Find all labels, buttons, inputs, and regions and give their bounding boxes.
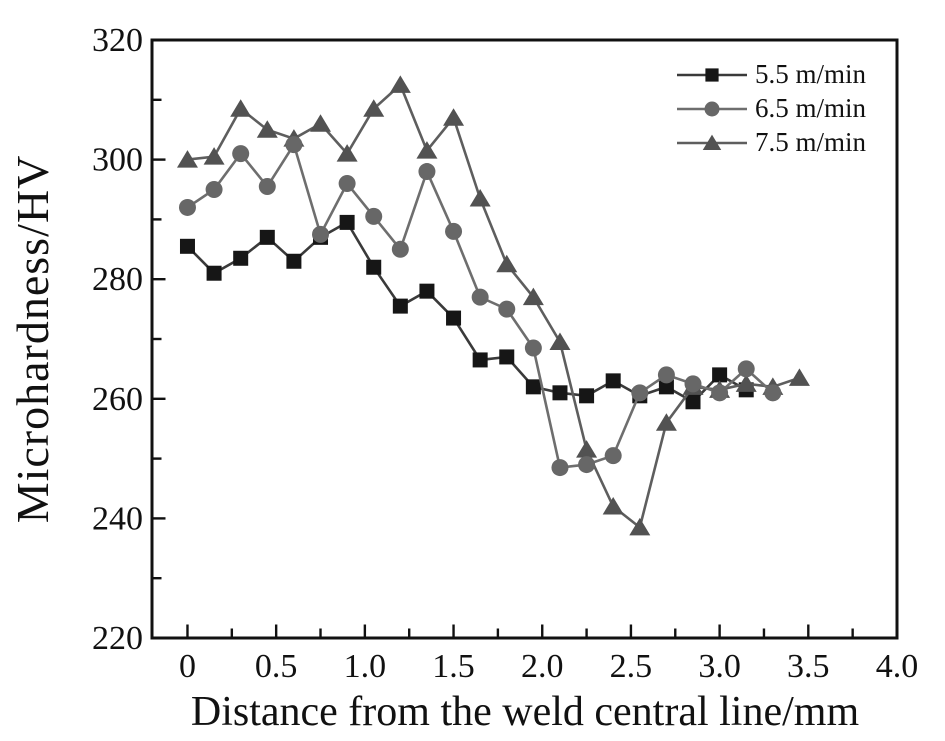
square-marker [366, 259, 382, 275]
square-marker [339, 214, 355, 230]
circle-marker [232, 145, 250, 163]
y-tick-label: 280 [92, 261, 143, 298]
triangle-marker [576, 440, 598, 458]
square-marker [472, 352, 488, 368]
circle-marker [445, 222, 463, 240]
circle-marker [258, 178, 276, 196]
circle-marker [205, 181, 223, 198]
square-marker [419, 283, 435, 299]
circle-marker [285, 136, 303, 154]
circle-marker [471, 288, 489, 306]
circle-marker [338, 175, 356, 193]
circle-marker [178, 198, 196, 216]
legend-label: 7.5 m/min [755, 127, 867, 157]
circle-marker [764, 384, 782, 402]
triangle-marker [310, 114, 332, 132]
square-marker [685, 394, 701, 410]
y-tick-label: 260 [92, 381, 143, 418]
square-marker [499, 349, 515, 365]
y-axis-ticks: 220 240 260 280 300 320 [92, 22, 166, 657]
circle-marker [631, 384, 649, 402]
y-tick-label: 240 [92, 500, 143, 537]
square-marker [179, 238, 195, 254]
square-marker [579, 388, 595, 404]
circle-legend-swatch-icon [677, 101, 747, 116]
circle-marker [578, 456, 596, 474]
triangle-marker [655, 413, 677, 431]
plot-border [150, 38, 899, 640]
triangle-marker [389, 75, 411, 93]
y-tick-label: 320 [92, 22, 143, 59]
square-marker [552, 385, 568, 401]
square-marker [712, 367, 728, 383]
square-marker [206, 265, 222, 281]
square-marker [525, 379, 541, 395]
triangle-marker [363, 99, 385, 117]
circle-marker [524, 339, 542, 357]
series-6.5-m-min [178, 136, 782, 477]
y-tick-label: 220 [92, 620, 143, 657]
triangle-marker [203, 147, 225, 165]
circle-marker [737, 360, 755, 378]
triangle-marker [443, 108, 465, 126]
legend-item-7.5-m-min: 7.5 m/min [676, 126, 866, 159]
y-axis-title: Microhardness/HV [7, 154, 58, 524]
circle-marker [365, 207, 383, 225]
triangle-marker [522, 287, 544, 306]
x-tick-label: 3.5 [787, 648, 830, 685]
square-marker [605, 373, 621, 389]
x-tick-label: 2.5 [610, 648, 653, 685]
square-marker [705, 67, 719, 82]
circle-marker [604, 447, 622, 465]
circle-marker [657, 366, 675, 384]
circle-marker [551, 459, 569, 477]
triangle-marker [176, 150, 198, 168]
x-axis-title: Distance from the weld central line/mm [190, 689, 860, 735]
square-marker [446, 310, 462, 326]
square-marker [392, 298, 408, 314]
x-tick-label: 3.0 [698, 648, 741, 685]
square-marker [233, 250, 249, 266]
x-axis-ticks: 0 0.5 1.0 1.5 2.0 2.5 3.0 3.5 4.0 [179, 624, 919, 685]
legend-item-6.5-m-min: 6.5 m/min [676, 92, 866, 125]
y-tick-label: 300 [92, 142, 143, 179]
square-marker [658, 379, 674, 395]
triangle-marker [702, 134, 722, 150]
square-marker [259, 229, 275, 245]
x-tick-label: 1.5 [432, 648, 475, 685]
square-marker [286, 253, 302, 269]
circle-marker [711, 384, 729, 402]
triangle-marker [602, 496, 624, 515]
chart-legend: 5.5 m/min 6.5 m/min 7.5 m/min [676, 58, 866, 159]
triangle-marker [629, 517, 651, 536]
triangle-marker [469, 188, 491, 207]
circle-marker [498, 300, 516, 318]
x-tick-label: 4.0 [876, 648, 919, 685]
circle-marker [391, 240, 409, 258]
square-legend-swatch-icon [677, 67, 747, 82]
triangle-marker [230, 99, 252, 117]
triangle-marker [336, 144, 358, 162]
triangle-marker [496, 254, 518, 273]
x-tick-label: 0.5 [255, 648, 298, 685]
circle-marker [312, 225, 330, 243]
triangle-marker [256, 120, 278, 138]
triangle-legend-swatch-icon [677, 134, 747, 150]
circle-marker [418, 163, 436, 181]
legend-label: 5.5 m/min [755, 59, 867, 89]
circle-marker [684, 375, 702, 393]
legend-label: 6.5 m/min [755, 93, 867, 123]
x-tick-label: 0 [179, 648, 196, 685]
triangle-marker [788, 368, 810, 386]
triangle-marker [416, 141, 438, 159]
triangle-marker [549, 332, 571, 350]
series-line [186, 220, 747, 404]
circle-marker [704, 101, 720, 116]
legend-item-5.5-m-min: 5.5 m/min [676, 58, 866, 91]
triangle-marker [735, 374, 757, 392]
x-tick-label: 2.0 [521, 648, 564, 685]
x-tick-label: 1.0 [344, 648, 387, 685]
